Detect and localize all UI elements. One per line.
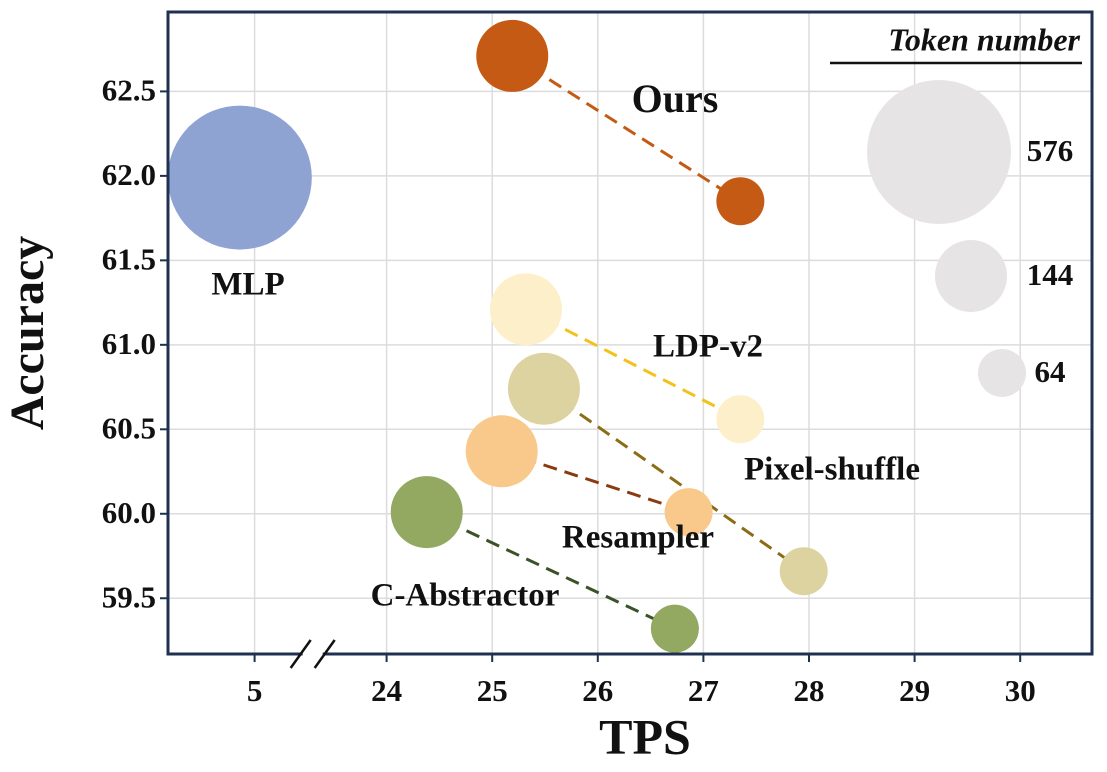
size-legend-label: 64: [1035, 354, 1066, 389]
bubble: [716, 395, 765, 444]
x-axis-title: TPS: [599, 708, 691, 764]
size-legend-bubble: [978, 349, 1026, 397]
bubble: [167, 105, 312, 250]
x-tick-label: 28: [793, 673, 824, 708]
bubble: [716, 177, 765, 226]
x-tick-label: 5: [247, 673, 263, 708]
axis-break: [289, 639, 312, 669]
connector-line: [511, 54, 742, 203]
bubble: [465, 415, 538, 488]
series-label: Pixel-shuffle: [744, 452, 920, 488]
y-tick-label: 59.5: [102, 579, 156, 614]
y-tick-label: 61.5: [102, 241, 156, 276]
series-label: MLP: [211, 267, 284, 303]
size-legend-bubble: [867, 80, 1011, 224]
size-legend-bubble: [935, 240, 1007, 312]
series-label: C-Abstractor: [371, 578, 560, 614]
size-legend-title: Token number: [888, 21, 1080, 57]
connector-line: [543, 387, 805, 573]
bubble: [390, 476, 463, 549]
bubble: [507, 352, 580, 425]
bubble: [489, 273, 562, 346]
bubble: [664, 488, 713, 537]
axis-break: [313, 639, 336, 669]
x-tick-label: 27: [688, 673, 719, 708]
x-tick-label: 29: [899, 673, 930, 708]
y-tick-label: 62.5: [102, 73, 156, 108]
bubble: [476, 19, 549, 92]
size-legend-label: 576: [1027, 133, 1074, 168]
x-tick-label: 26: [582, 673, 613, 708]
y-axis-title: Accuracy: [1, 236, 54, 431]
x-tick-label: 25: [477, 673, 508, 708]
bubble: [650, 604, 699, 653]
series-label: Ours: [632, 76, 719, 121]
series-label: LDP-v2: [653, 329, 763, 365]
plot-frame: [166, 10, 1094, 656]
x-tick-label: 24: [371, 673, 402, 708]
size-legend-label: 144: [1027, 257, 1074, 292]
bubble: [779, 547, 828, 596]
x-tick-label: 30: [1005, 673, 1036, 708]
y-tick-label: 60.0: [102, 495, 156, 530]
y-tick-label: 61.0: [102, 326, 156, 361]
axis-break-gap: [302, 648, 323, 660]
series-label: Resampler: [562, 520, 714, 556]
connector-line: [525, 308, 742, 421]
y-tick-label: 62.0: [102, 157, 156, 192]
connector-line: [426, 510, 676, 631]
y-tick-label: 60.5: [102, 410, 156, 445]
